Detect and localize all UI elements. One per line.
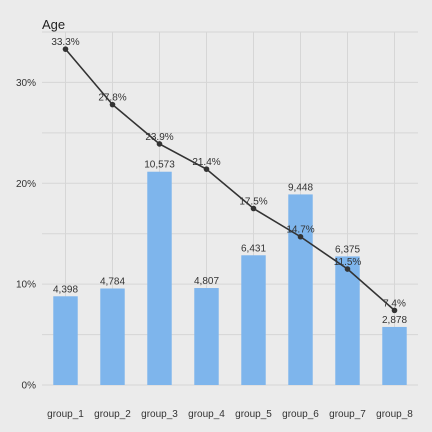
x-tick-label: group_7 xyxy=(329,409,366,420)
line-point xyxy=(391,307,398,314)
point-value-label: 33.3% xyxy=(51,37,79,48)
bar-value-label: 4,398 xyxy=(53,284,78,295)
x-tick-label: group_3 xyxy=(141,409,178,420)
x-tick-label: group_2 xyxy=(94,409,131,420)
bar-value-label: 6,375 xyxy=(335,244,360,255)
point-value-label: 27.8% xyxy=(98,93,126,104)
point-value-label: 23.9% xyxy=(145,132,173,143)
line-point xyxy=(344,266,351,272)
bar-value-label: 4,784 xyxy=(100,276,125,287)
bar-value-label: 10,573 xyxy=(144,160,175,171)
x-tick-label: group_5 xyxy=(235,409,272,420)
line-point xyxy=(297,233,304,240)
point-value-label: 14.7% xyxy=(286,225,314,236)
bar-value-label: 9,448 xyxy=(288,182,313,193)
point-value-label: 17.5% xyxy=(239,197,267,208)
bar xyxy=(382,326,407,385)
bar xyxy=(194,288,219,385)
line-point xyxy=(62,46,69,52)
y-tick-label: 0% xyxy=(22,381,37,392)
y-tick-label: 10% xyxy=(16,280,36,291)
line-point xyxy=(203,166,210,172)
bar-value-label: 6,431 xyxy=(241,243,266,254)
axes: 0% 10% 20% 30% group_1 group_2 group_3 group_4 g… xyxy=(16,78,413,420)
bar xyxy=(100,288,125,385)
grid xyxy=(42,31,418,386)
bar-value-label: 2,878 xyxy=(382,315,407,326)
point-value-label: 21.4% xyxy=(192,157,220,168)
line-point xyxy=(109,101,116,108)
point-value-label: 11.5% xyxy=(334,257,362,268)
point-value-label: 7.4% xyxy=(383,298,406,309)
bar xyxy=(147,171,172,385)
bar xyxy=(335,256,360,385)
line-series xyxy=(62,46,398,314)
x-tick-label: group_6 xyxy=(282,409,319,420)
data-labels: 4,398 4,784 10,573 4,807 6,431 9,448 6,375 2,87… xyxy=(51,37,407,326)
x-tick-label: group_4 xyxy=(188,409,225,420)
bar xyxy=(288,194,313,385)
bar-series xyxy=(53,171,407,385)
y-tick-label: 30% xyxy=(16,78,36,89)
y-tick-label: 20% xyxy=(16,179,36,190)
bar-value-label: 4,807 xyxy=(194,276,219,287)
x-tick-label: group_8 xyxy=(376,409,413,420)
bar xyxy=(241,255,266,385)
x-tick-label: group_1 xyxy=(47,409,84,420)
line-point xyxy=(156,141,163,147)
bar xyxy=(53,296,78,385)
line-point xyxy=(250,205,257,212)
chart-title: Age xyxy=(42,17,65,32)
line-path xyxy=(64,48,396,311)
